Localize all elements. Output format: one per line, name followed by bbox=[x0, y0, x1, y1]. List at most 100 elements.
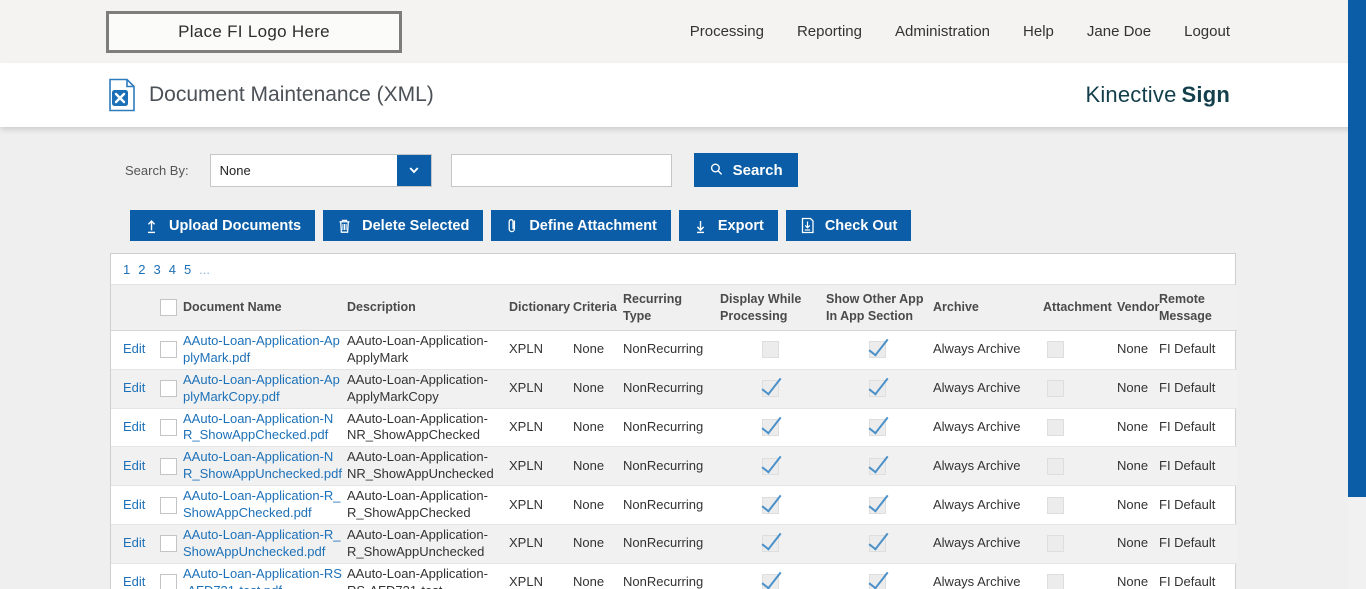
vendor-cell: None bbox=[1117, 341, 1149, 357]
row-checkbox[interactable] bbox=[159, 380, 177, 398]
page-link[interactable]: 3 bbox=[153, 261, 161, 277]
remote-message-cell: FI Default bbox=[1159, 485, 1237, 525]
trash-icon bbox=[339, 219, 350, 233]
export-button[interactable]: Export bbox=[678, 210, 778, 241]
document-name-link[interactable]: AAuto-Loan-Application-ApplyMarkCopy.pdf bbox=[183, 371, 340, 404]
delete-selected-button[interactable]: Delete Selected bbox=[323, 210, 484, 241]
table-row: Edit AAuto-Loan-Application-NR_ShowAppCh… bbox=[111, 407, 1237, 447]
search-button-label: Search bbox=[732, 161, 783, 179]
nav-item-processing[interactable]: Processing bbox=[689, 23, 764, 40]
description-cell: AAuto-Loan-Application-RS-AFD731-test bbox=[347, 562, 509, 589]
row-checkbox[interactable] bbox=[159, 457, 177, 475]
description-cell: AAuto-Loan-Application-ApplyMarkCopy bbox=[347, 368, 509, 409]
title-bar: Document Maintenance (XML) Kinective Sign bbox=[0, 63, 1366, 127]
nav-item-administration[interactable]: Administration bbox=[894, 23, 991, 40]
table-row: Edit AAuto-Loan-Application-R_ShowAppChe… bbox=[111, 485, 1237, 525]
dictionary-cell: XPLN bbox=[509, 368, 573, 409]
archive-cell: Always Archive bbox=[931, 446, 1037, 486]
display-while-processing-checkbox bbox=[761, 341, 779, 359]
table-row: Edit AAuto-Loan-Application-R_ShowAppUnc… bbox=[111, 523, 1237, 564]
col-criteria: Criteria bbox=[573, 285, 623, 331]
top-bar: Place FI Logo Here Processing Reporting Ad… bbox=[0, 0, 1366, 63]
recurring-type-cell: NonRecurring bbox=[623, 407, 717, 447]
nav-item-logout[interactable]: Logout bbox=[1184, 23, 1230, 40]
description-cell: AAuto-Loan-Application-NR_ShowAppChecked bbox=[347, 407, 509, 447]
show-other-app-checkbox bbox=[868, 535, 886, 553]
vendor-cell: None bbox=[1113, 485, 1159, 525]
edit-link[interactable]: Edit bbox=[123, 535, 146, 551]
brand-suffix: Sign bbox=[1181, 82, 1230, 107]
criteria-cell: None bbox=[573, 407, 623, 447]
recurring-type-cell: NonRecurring bbox=[623, 341, 704, 357]
description-cell: AAuto-Loan-Application-ApplyMark bbox=[347, 333, 488, 365]
dictionary-cell: XPLN bbox=[509, 562, 573, 589]
edit-link[interactable]: Edit bbox=[123, 574, 146, 589]
dictionary-cell: XPLN bbox=[509, 485, 573, 525]
page-link[interactable]: 2 bbox=[138, 261, 146, 277]
check-out-label: Check Out bbox=[824, 217, 898, 234]
row-checkbox[interactable] bbox=[159, 535, 177, 553]
vendor-cell: None bbox=[1113, 523, 1159, 564]
define-attachment-button[interactable]: Define Attachment bbox=[491, 210, 671, 241]
page-link[interactable]: 1 bbox=[123, 261, 131, 277]
document-name-link[interactable]: AAuto-Loan-Application-ApplyMark.pdf bbox=[183, 333, 340, 365]
scrollbar-thumb[interactable] bbox=[1348, 0, 1366, 497]
remote-message-cell: FI Default bbox=[1159, 446, 1237, 486]
remote-message-cell: FI Default bbox=[1159, 368, 1237, 409]
criteria-cell: None bbox=[573, 446, 623, 486]
nav-item-help[interactable]: Help bbox=[1023, 23, 1054, 40]
documents-table-container: 1 2 3 4 5... Document Name Description Dicti… bbox=[110, 253, 1237, 589]
col-vendor: Vendor bbox=[1113, 285, 1159, 331]
search-by-select[interactable]: None bbox=[209, 153, 432, 187]
row-checkbox[interactable] bbox=[159, 341, 177, 359]
export-label: Export bbox=[717, 217, 764, 234]
dropdown-toggle[interactable] bbox=[396, 154, 431, 186]
upload-documents-button[interactable]: Upload Documents bbox=[130, 210, 316, 241]
search-button[interactable]: Search bbox=[693, 153, 798, 187]
table-header-row: Document Name Description Dictionary Cri… bbox=[111, 285, 1237, 331]
remote-message-cell: FI Default bbox=[1159, 407, 1237, 447]
dictionary-cell: XPLN bbox=[509, 407, 573, 447]
edit-link[interactable]: Edit bbox=[123, 496, 146, 512]
page-link[interactable]: ... bbox=[199, 261, 211, 277]
row-checkbox[interactable] bbox=[159, 496, 177, 514]
row-checkbox[interactable] bbox=[159, 574, 177, 589]
attachment-checkbox bbox=[1047, 574, 1064, 589]
select-all-checkbox[interactable] bbox=[159, 299, 177, 317]
remote-message-cell: FI Default bbox=[1159, 523, 1237, 564]
document-name-link[interactable]: AAuto-Loan-Application-RS-AFD731-test.pd… bbox=[183, 565, 342, 589]
recurring-type-cell: NonRecurring bbox=[623, 485, 717, 525]
nav-item-reporting[interactable]: Reporting bbox=[796, 23, 862, 40]
edit-link[interactable]: Edit bbox=[123, 380, 146, 396]
page-link[interactable]: 5 bbox=[183, 261, 192, 277]
document-name-link[interactable]: AAuto-Loan-Application-NR_ShowAppChecked… bbox=[183, 410, 334, 443]
paperclip-icon bbox=[508, 219, 516, 233]
document-name-link[interactable]: AAuto-Loan-Application-R_ShowAppChecked.… bbox=[183, 488, 341, 521]
recurring-type-cell: NonRecurring bbox=[623, 368, 717, 409]
edit-column-header bbox=[111, 285, 153, 331]
document-name-link[interactable]: AAuto-Loan-Application-NR_ShowAppUncheck… bbox=[183, 449, 342, 482]
attachment-checkbox bbox=[1047, 496, 1064, 514]
show-other-app-checkbox bbox=[868, 457, 886, 475]
edit-link[interactable]: Edit bbox=[123, 419, 146, 434]
col-document-name: Document Name bbox=[183, 285, 347, 331]
col-description: Description bbox=[347, 285, 509, 331]
remote-message-cell: FI Default bbox=[1159, 341, 1216, 357]
show-other-app-checkbox bbox=[868, 380, 886, 398]
archive-cell: Always Archive bbox=[931, 523, 1037, 564]
display-while-processing-checkbox bbox=[761, 418, 779, 436]
nav-item-jane-doe[interactable]: Jane Doe bbox=[1086, 23, 1152, 40]
display-while-processing-checkbox bbox=[761, 574, 779, 589]
vendor-cell: None bbox=[1113, 368, 1159, 409]
vendor-cell: None bbox=[1113, 407, 1159, 447]
check-out-button[interactable]: Check Out bbox=[785, 210, 912, 241]
edit-link[interactable]: Edit bbox=[123, 341, 146, 357]
page-link[interactable]: 4 bbox=[168, 261, 176, 277]
search-input[interactable] bbox=[450, 153, 672, 187]
display-while-processing-checkbox bbox=[761, 535, 779, 553]
document-name-link[interactable]: AAuto-Loan-Application-R_ShowAppUnchecke… bbox=[183, 526, 341, 559]
table-row: Edit AAuto-Loan-Application-NR_ShowAppUn… bbox=[111, 446, 1237, 486]
description-cell: AAuto-Loan-Application-R_ShowAppUnchecke… bbox=[347, 523, 509, 564]
edit-link[interactable]: Edit bbox=[123, 457, 146, 473]
row-checkbox[interactable] bbox=[159, 418, 177, 436]
